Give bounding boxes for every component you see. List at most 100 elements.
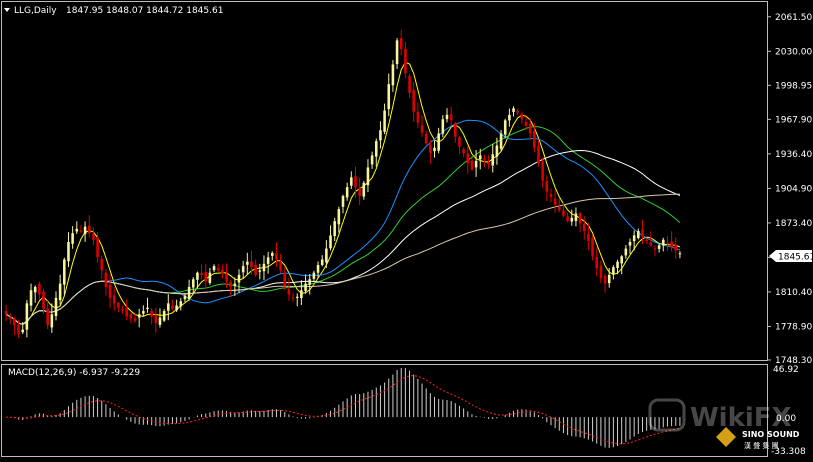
sino-sound-name: SINO SOUND [742, 430, 800, 439]
current-price-marker: 1845.61 [769, 250, 813, 263]
price-tick-label: 1967.90 [775, 115, 812, 125]
bearish-candle [653, 248, 657, 250]
moving-average-lines [5, 61, 681, 325]
ohlc-values: 1847.95 1848.07 1844.72 1845.61 [66, 6, 223, 16]
bearish-candle [483, 158, 486, 160]
bearish-candle [533, 130, 536, 148]
bullish-candle [167, 303, 170, 311]
symbol-label[interactable]: LLG,Daily [14, 6, 57, 16]
bearish-candle [283, 272, 287, 286]
bearish-candle [291, 297, 295, 299]
bullish-candle [445, 114, 449, 120]
bearish-candle [150, 310, 153, 317]
bullish-candle [657, 245, 661, 249]
bullish-candle [337, 209, 341, 225]
bullish-candle [370, 155, 374, 165]
bullish-candle [158, 317, 162, 325]
bearish-candle [466, 153, 470, 164]
bearish-candle [154, 315, 158, 324]
bullish-candle [350, 177, 353, 186]
moving-average-line [5, 126, 681, 325]
bullish-candle [325, 248, 328, 263]
bullish-candle [433, 147, 436, 152]
bearish-candle [591, 238, 594, 257]
bullish-candle [270, 252, 274, 256]
bullish-candle [183, 295, 187, 300]
bearish-candle [408, 75, 411, 93]
wikifx-watermark: WikiFX [648, 398, 792, 433]
price-tick-label: 2030.00 [775, 47, 812, 57]
bearish-candle [562, 210, 565, 216]
moving-average-line [5, 193, 680, 325]
bearish-candle [279, 261, 282, 271]
bearish-candle [92, 233, 95, 240]
bearish-candle [449, 114, 453, 121]
bullish-candle [175, 305, 178, 311]
bullish-candle [320, 259, 324, 265]
bearish-candle [46, 308, 49, 326]
bullish-candle [474, 160, 478, 168]
bearish-candle [79, 230, 83, 232]
bearish-candle [404, 48, 407, 74]
bullish-candle [374, 141, 378, 157]
bullish-candle [237, 274, 241, 283]
bearish-candle [524, 121, 528, 126]
bearish-candle [470, 160, 474, 170]
bullish-candle [295, 296, 299, 298]
bullish-candle [508, 114, 511, 121]
bearish-candle [17, 324, 20, 335]
bullish-candle [616, 261, 619, 268]
bullish-candle [191, 279, 195, 288]
moving-average-line [5, 149, 681, 325]
bullish-candle [75, 228, 79, 232]
bullish-candle [503, 120, 507, 135]
price-tick-label: 2061.50 [775, 13, 812, 23]
bearish-candle [416, 111, 420, 123]
bullish-candle [574, 213, 578, 221]
bullish-candle [300, 290, 303, 299]
bearish-candle [429, 144, 432, 154]
bearish-candle [553, 198, 557, 205]
bullish-candle [50, 314, 54, 328]
price-tick-label: 1904.90 [775, 184, 812, 194]
bearish-candle [221, 269, 224, 274]
price-tick-label: 1998.95 [775, 81, 812, 91]
macd-histogram [9, 368, 681, 448]
bullish-candle [67, 241, 70, 262]
bullish-candle [54, 297, 58, 317]
macd-signal-line [6, 375, 680, 445]
bullish-candle [212, 266, 216, 271]
bearish-candle [125, 307, 128, 317]
bullish-candle [329, 235, 332, 249]
bearish-candle [670, 241, 673, 248]
bullish-candle [632, 235, 636, 242]
bearish-candle [516, 111, 519, 113]
bearish-candle [133, 318, 137, 321]
bearish-candle [42, 291, 45, 309]
bearish-candle [541, 161, 544, 181]
bullish-candle [29, 290, 33, 306]
sino-sound-cn-name: 漢 聲 集 團 [744, 441, 779, 450]
price-tick-label: 1778.90 [775, 322, 812, 332]
bullish-candle [304, 283, 307, 291]
bearish-candle [549, 194, 553, 198]
bearish-candle [225, 273, 228, 282]
bearish-candle [358, 187, 361, 196]
bearish-candle [420, 125, 424, 133]
bearish-candle [599, 265, 603, 279]
bullish-candle [362, 182, 366, 197]
bearish-candle [424, 134, 428, 144]
bearish-candle [87, 225, 91, 234]
bearish-candle [462, 149, 465, 154]
macd-indicator-label: MACD(12,26,9) -6.937 -9.229 [8, 368, 140, 378]
bullish-candle [208, 272, 212, 283]
bullish-candle [607, 274, 611, 284]
wikifx-brand-text: WikiFX [690, 403, 792, 433]
bullish-candle [345, 187, 349, 198]
bearish-candle [545, 181, 549, 192]
bullish-candle [441, 119, 445, 134]
bearish-candle [458, 137, 461, 147]
macd-top-value: 46.92 [773, 365, 799, 375]
bullish-candle [383, 110, 386, 132]
symbol-dropdown-icon[interactable] [4, 8, 10, 12]
